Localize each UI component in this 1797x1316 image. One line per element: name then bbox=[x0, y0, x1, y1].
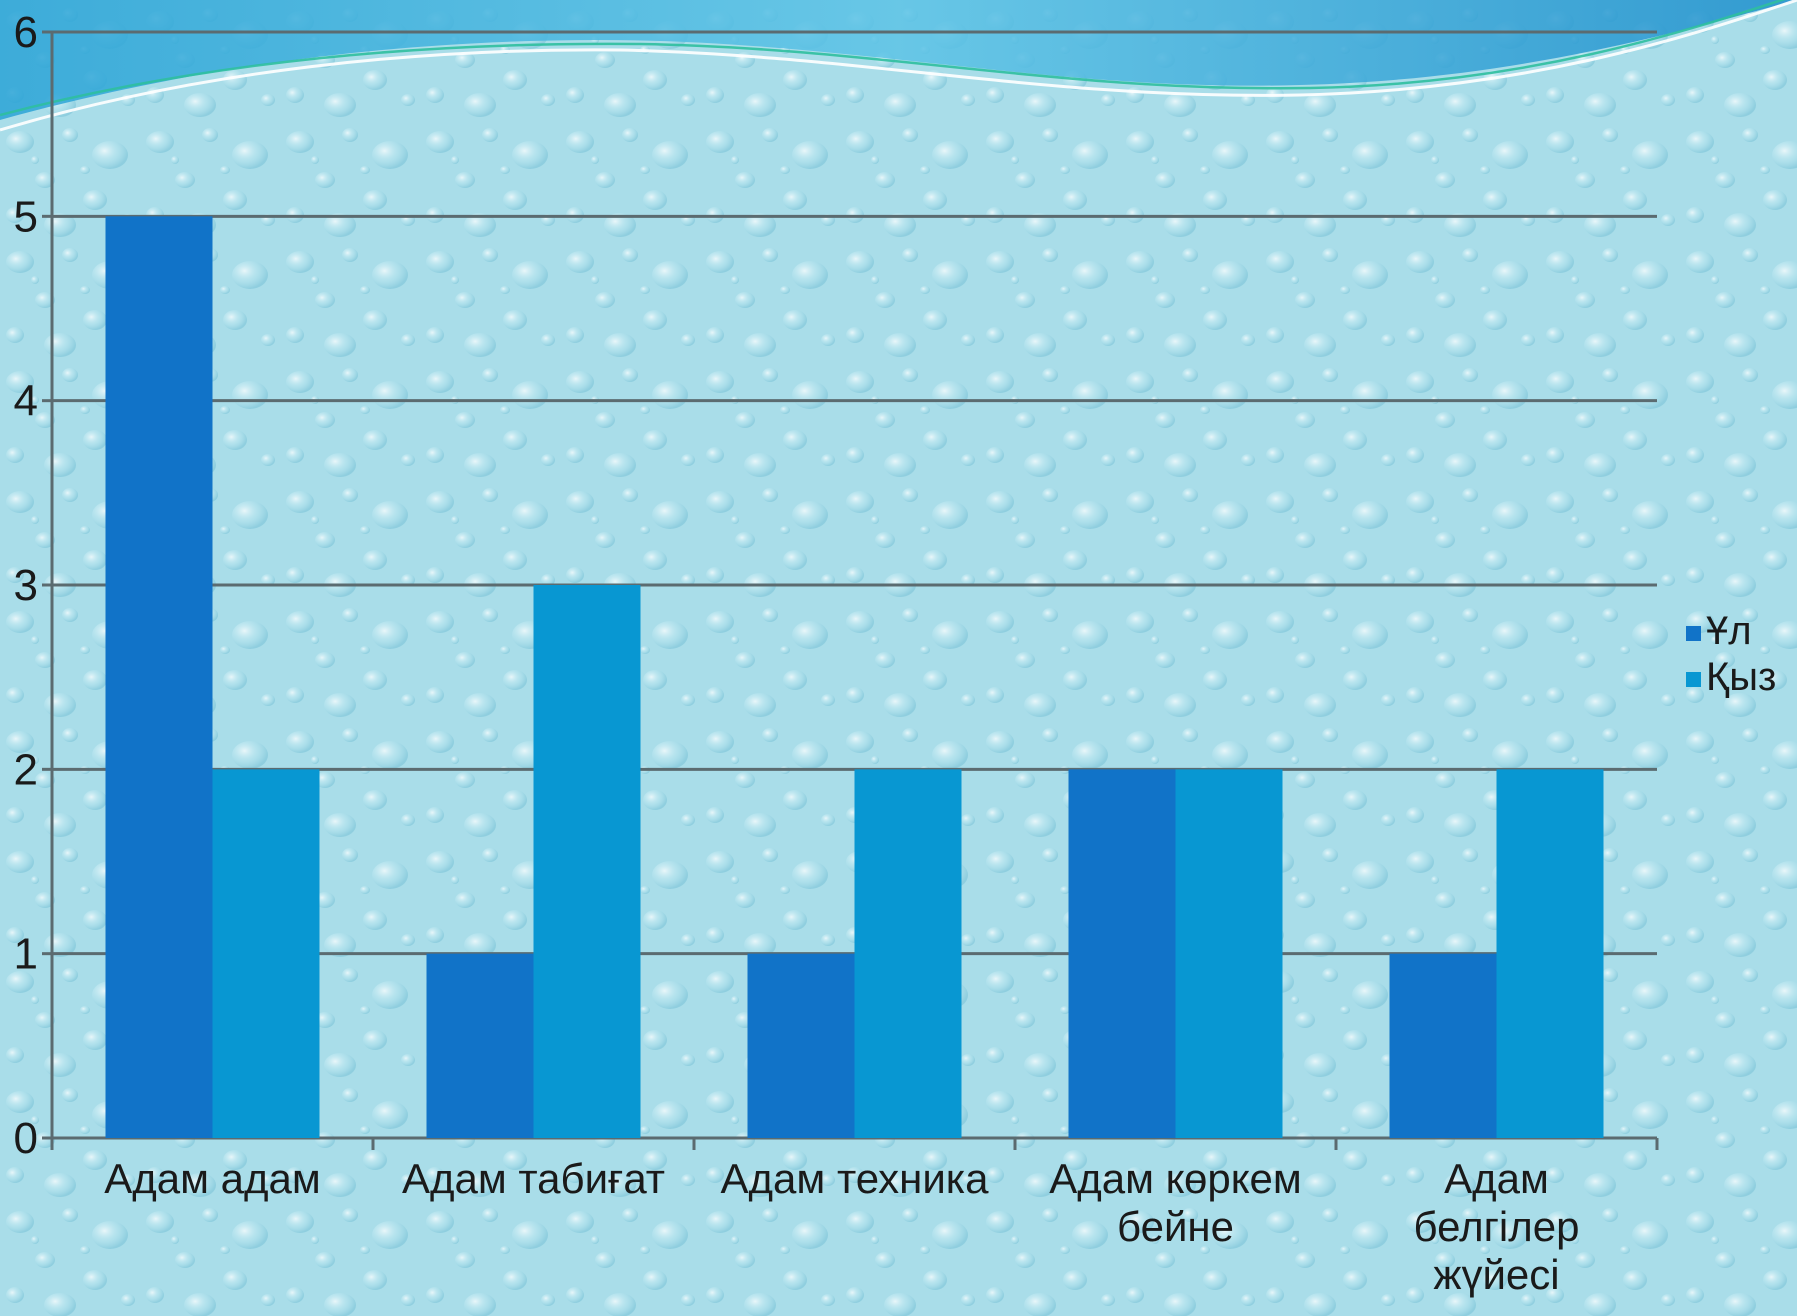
y-tick-label: 4 bbox=[14, 377, 38, 426]
y-tick-labels: 0 1 2 3 4 5 6 bbox=[14, 8, 38, 1163]
legend-swatch-ul bbox=[1686, 626, 1701, 641]
bar-qyz-1 bbox=[533, 585, 641, 1138]
legend-swatch-qyz bbox=[1686, 672, 1701, 687]
y-tick-label: 3 bbox=[14, 561, 38, 610]
bars bbox=[105, 216, 1604, 1139]
x-category-label: Адам адам bbox=[104, 1155, 321, 1202]
x-category-label: Адам көркем бейне bbox=[1049, 1155, 1302, 1250]
x-category-label-line: белгілер bbox=[1414, 1203, 1580, 1250]
bar-qyz-4 bbox=[1496, 769, 1604, 1138]
y-tick-label: 5 bbox=[14, 192, 38, 241]
x-category-label: Адам белгілер жүйесі bbox=[1414, 1155, 1580, 1298]
y-tick-label: 1 bbox=[14, 930, 38, 979]
category-labels: Адам адам Адам табиғат Адам техника Адам кө… bbox=[104, 1155, 1579, 1298]
wave-line-white bbox=[0, 0, 1797, 132]
bar-ul-3 bbox=[1068, 769, 1176, 1138]
bar-qyz-0 bbox=[212, 769, 320, 1138]
x-category-label-line: жүйесі bbox=[1433, 1251, 1559, 1298]
x-category-label-line: Адам bbox=[1444, 1155, 1549, 1202]
y-tick-label: 0 bbox=[14, 1114, 38, 1163]
x-category-label: Адам табиғат bbox=[402, 1155, 665, 1202]
bar-ul-0 bbox=[105, 216, 213, 1139]
x-category-label-line: Адам көркем bbox=[1049, 1155, 1302, 1202]
x-category-label-line: Адам техника bbox=[721, 1155, 990, 1202]
legend-label-ul: Ұл bbox=[1706, 609, 1752, 653]
x-category-label: Адам техника bbox=[721, 1155, 990, 1202]
bar-ul-1 bbox=[426, 953, 534, 1138]
x-category-label-line: бейне bbox=[1117, 1203, 1234, 1250]
wave-line-green bbox=[0, 0, 1786, 117]
top-wave-decoration bbox=[0, 0, 1797, 120]
y-tick-label: 2 bbox=[14, 745, 38, 794]
bar-qyz-3 bbox=[1175, 769, 1283, 1138]
bar-qyz-2 bbox=[854, 769, 962, 1138]
bar-ul-4 bbox=[1389, 953, 1497, 1138]
bar-ul-2 bbox=[747, 953, 855, 1138]
x-category-label-line: Адам адам bbox=[104, 1155, 321, 1202]
x-category-label-line: Адам табиғат bbox=[402, 1155, 665, 1202]
legend-label-qyz: Қыз bbox=[1706, 655, 1776, 699]
y-tick-label: 6 bbox=[14, 8, 38, 57]
